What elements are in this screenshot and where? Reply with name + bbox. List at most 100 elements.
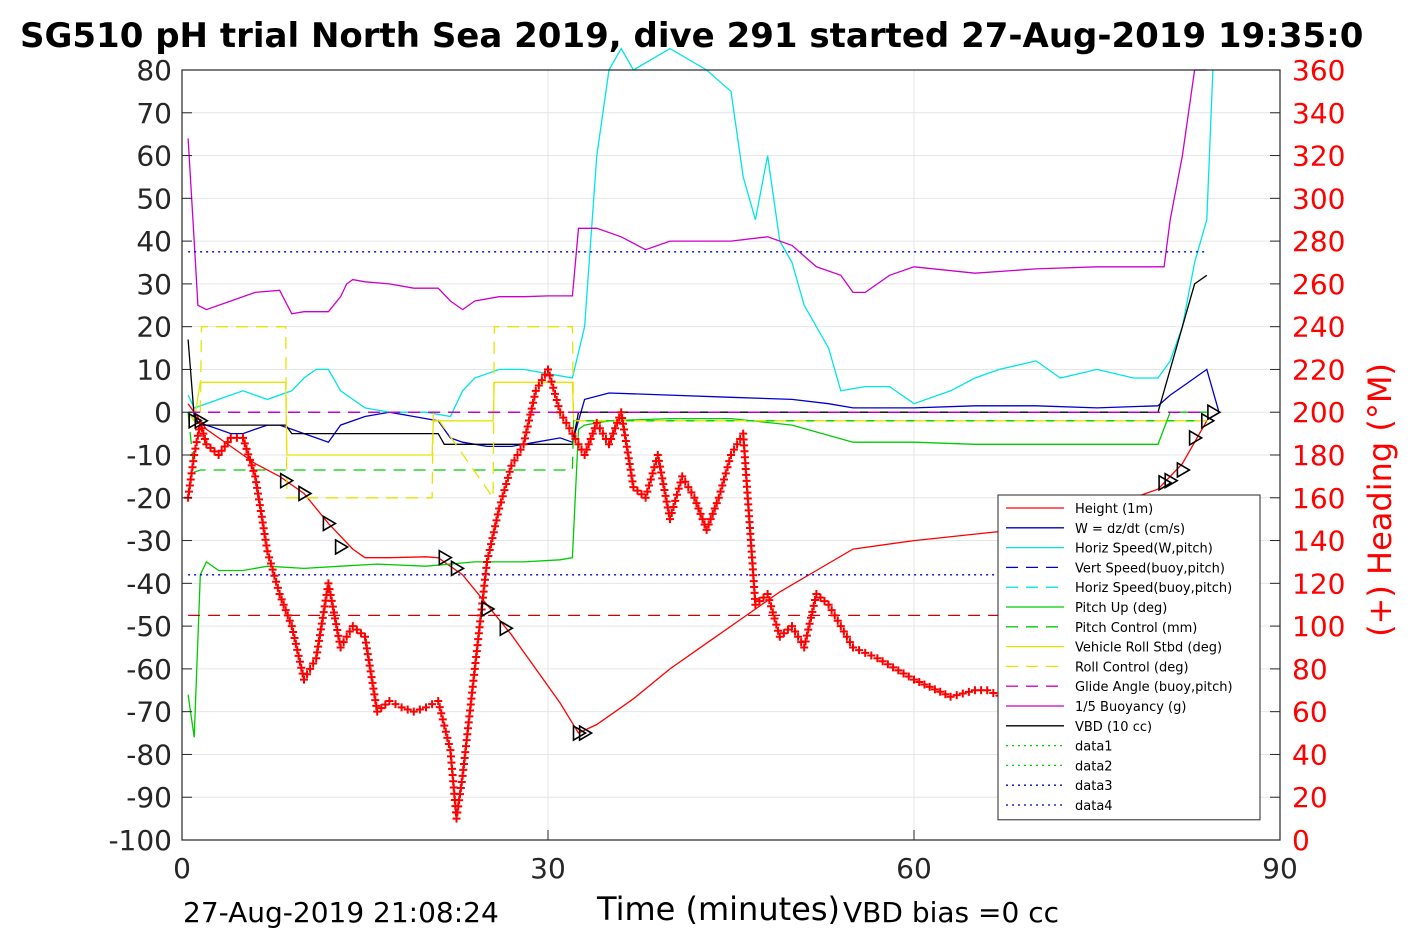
heading-point bbox=[200, 434, 209, 443]
heading-point bbox=[279, 600, 288, 609]
heading-point bbox=[483, 557, 491, 566]
heading-point bbox=[920, 680, 929, 689]
y2-tick-label: 360 bbox=[1292, 54, 1345, 87]
heading-point bbox=[775, 632, 784, 641]
heading-point bbox=[496, 498, 505, 507]
heading-point bbox=[669, 502, 678, 511]
heading-point bbox=[534, 381, 543, 390]
heading-point bbox=[712, 499, 721, 508]
heading-point bbox=[492, 516, 501, 525]
heading-point bbox=[571, 434, 580, 443]
heading-point bbox=[845, 638, 854, 647]
heading-point bbox=[816, 593, 825, 602]
heading-point bbox=[199, 429, 208, 438]
series-height-1m bbox=[187, 403, 1208, 734]
heading-point bbox=[774, 626, 783, 635]
heading-point bbox=[244, 450, 253, 459]
heading-point bbox=[352, 625, 361, 634]
y2-tick-label: 0 bbox=[1292, 824, 1310, 857]
footer-vbd-bias: VBD bias =0 cc bbox=[843, 896, 1059, 929]
heading-point bbox=[641, 493, 650, 502]
y-tick-label: -50 bbox=[126, 610, 172, 643]
heading-point bbox=[336, 643, 345, 652]
heading-point bbox=[791, 627, 800, 636]
heading-point bbox=[239, 433, 247, 442]
heading-point bbox=[403, 705, 412, 714]
heading-point bbox=[718, 481, 727, 490]
triangle-marker bbox=[1164, 472, 1179, 490]
heading-point bbox=[694, 504, 703, 513]
heading-point bbox=[812, 590, 821, 599]
heading-point bbox=[385, 696, 394, 705]
heading-point bbox=[592, 418, 601, 427]
heading-point bbox=[523, 422, 532, 431]
heading-point bbox=[526, 410, 535, 419]
legend-label: Horiz Speed(buoy,pitch) bbox=[1075, 581, 1232, 596]
legend-label: data3 bbox=[1075, 779, 1113, 794]
triangle-marker bbox=[578, 724, 594, 742]
heading-point bbox=[266, 559, 275, 568]
heading-point bbox=[809, 601, 818, 610]
heading-point bbox=[489, 528, 498, 537]
heading-point bbox=[584, 440, 593, 449]
heading-point bbox=[210, 447, 219, 456]
y2-tick-label: 120 bbox=[1292, 567, 1345, 600]
heading-point bbox=[645, 481, 654, 490]
triangle-marker bbox=[438, 549, 453, 567]
y2-tick-label: 60 bbox=[1292, 696, 1328, 729]
heading-point bbox=[240, 439, 249, 448]
series-vbd-10-cc bbox=[187, 274, 1208, 445]
heading-point bbox=[484, 552, 493, 561]
heading-point bbox=[309, 659, 318, 668]
heading-point bbox=[788, 622, 796, 631]
heading-point bbox=[595, 424, 604, 433]
heading-point bbox=[329, 608, 338, 617]
legend-label: Vehicle Roll Stbd (deg) bbox=[1075, 641, 1222, 656]
heading-point bbox=[964, 687, 973, 696]
legend-label: Height (1m) bbox=[1075, 502, 1153, 517]
heading-point bbox=[656, 462, 665, 471]
y2-tick-label: 300 bbox=[1292, 182, 1345, 215]
heading-point bbox=[247, 461, 256, 470]
x-tick-label: 90 bbox=[1262, 852, 1298, 885]
heading-point bbox=[332, 620, 341, 629]
heading-point bbox=[936, 687, 945, 696]
heading-point bbox=[983, 686, 992, 695]
y-tick-label: 20 bbox=[136, 311, 172, 344]
heading-point bbox=[667, 509, 676, 518]
legend-label: Glide Angle (buoy,pitch) bbox=[1075, 680, 1233, 695]
heading-point bbox=[415, 705, 424, 714]
y-tick-label: -30 bbox=[126, 525, 172, 558]
heading-point bbox=[377, 704, 386, 713]
triangle-marker bbox=[481, 600, 496, 618]
y2-tick-label: 320 bbox=[1292, 140, 1345, 173]
heading-point bbox=[725, 457, 734, 466]
heading-point bbox=[716, 487, 725, 496]
heading-point bbox=[930, 685, 939, 694]
y-tick-label: -10 bbox=[126, 439, 172, 472]
heading-point bbox=[434, 696, 443, 705]
heading-point bbox=[249, 466, 258, 475]
triangle-marker bbox=[298, 485, 313, 502]
heading-point bbox=[422, 703, 430, 712]
series-w-dz-dt-cm-s bbox=[187, 368, 1220, 448]
y-tick-label: 60 bbox=[136, 140, 172, 173]
heading-point bbox=[223, 438, 232, 447]
heading-point bbox=[289, 628, 298, 637]
heading-point bbox=[808, 607, 817, 616]
heading-point bbox=[547, 377, 556, 386]
heading-point bbox=[334, 631, 343, 640]
legend-label: data4 bbox=[1075, 799, 1113, 814]
heading-point bbox=[820, 597, 829, 606]
heading-point bbox=[801, 637, 810, 646]
heading-point bbox=[527, 404, 536, 413]
y2-tick-label: 140 bbox=[1292, 525, 1345, 558]
heading-point bbox=[878, 657, 887, 666]
heading-point bbox=[800, 643, 809, 652]
y-tick-label: 70 bbox=[136, 97, 172, 130]
heading-point bbox=[488, 534, 497, 543]
heading-point bbox=[520, 434, 529, 443]
heading-point bbox=[654, 456, 663, 465]
y2-tick-label: 100 bbox=[1292, 610, 1345, 643]
heading-point bbox=[867, 651, 876, 660]
